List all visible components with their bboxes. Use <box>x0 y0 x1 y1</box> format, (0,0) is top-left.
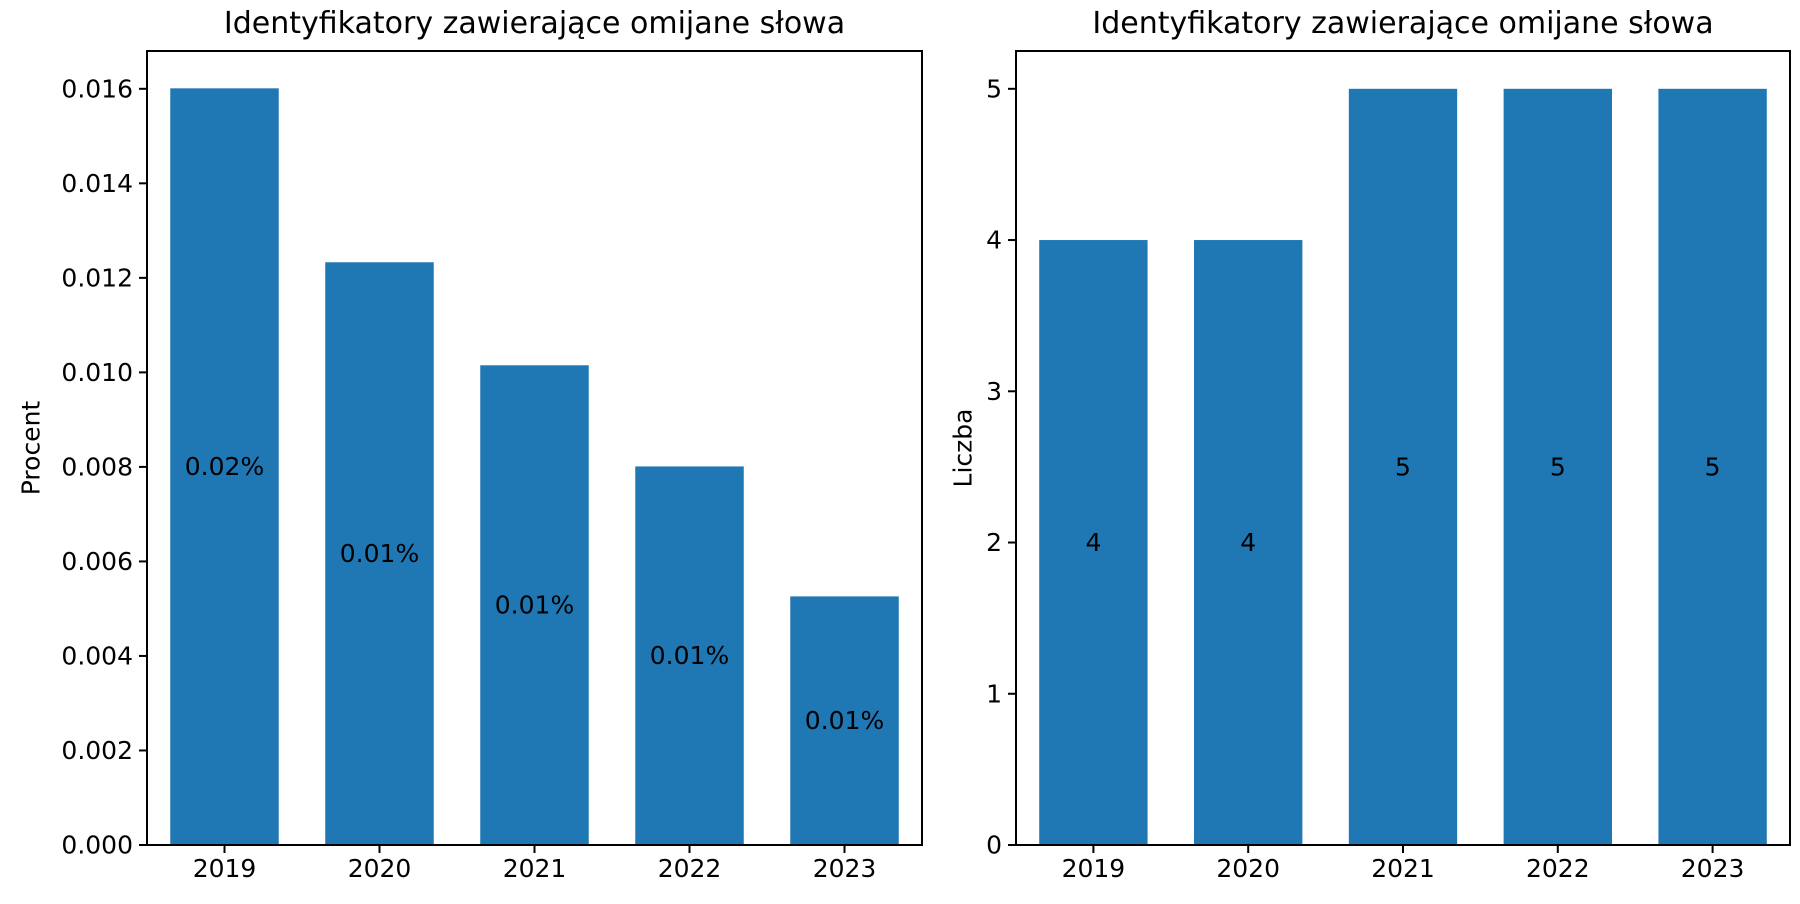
y-tick-label: 0.012 <box>61 263 133 292</box>
y-axis-label: Liczba <box>949 409 978 488</box>
chart-right: 4 4 5 5 5 0 1 2 3 4 5 2019 2020 2021 2022 2023 Identyfik… <box>949 6 1791 883</box>
bar-2022 <box>635 466 744 845</box>
bar-value-label: 5 <box>1395 452 1411 481</box>
bar-value-label: 4 <box>1240 528 1256 557</box>
bar-value-label: 0.02% <box>185 452 264 481</box>
x-tick-label: 2019 <box>1062 854 1126 883</box>
bar-value-label: 0.01% <box>805 706 884 735</box>
y-tick-label: 2 <box>986 528 1002 557</box>
x-tick-label: 2021 <box>503 854 567 883</box>
chart-title: Identyfikatory zawierające omijane słowa <box>224 6 845 41</box>
bar-2023 <box>1658 88 1767 846</box>
bar-value-label: 0.01% <box>650 641 729 670</box>
y-tick-label: 0.008 <box>61 452 133 481</box>
y-tick-label: 0.014 <box>61 169 133 198</box>
bar-2022 <box>1503 88 1612 846</box>
y-tick-label: 0 <box>986 831 1002 860</box>
bar-2019 <box>170 88 279 845</box>
y-tick-label: 5 <box>986 74 1002 103</box>
bar-2021 <box>1348 88 1458 846</box>
bar-2021 <box>480 365 589 845</box>
bar-2023 <box>790 596 899 845</box>
x-tick-label: 2022 <box>658 854 722 883</box>
x-tick-label: 2023 <box>813 854 877 883</box>
bar-2019 <box>1039 240 1148 846</box>
x-tick-label: 2022 <box>1526 854 1590 883</box>
y-tick-label: 3 <box>986 377 1002 406</box>
y-tick-label: 0.010 <box>61 358 133 387</box>
chart-left: 0.02% 0.01% 0.01% 0.01% 0.01% 0.000 0.002 0.004… <box>17 6 923 883</box>
x-tick-label: 2021 <box>1371 854 1435 883</box>
y-tick-label: 0.006 <box>61 547 133 576</box>
y-tick-label: 0.004 <box>61 641 133 670</box>
bar-value-label: 4 <box>1085 528 1101 557</box>
x-tick-label: 2020 <box>348 854 412 883</box>
bar-value-label: 0.01% <box>495 591 574 620</box>
x-tick-label: 2020 <box>1216 854 1280 883</box>
y-tick-label: 0.000 <box>61 831 133 860</box>
bar-value-label: 5 <box>1550 452 1566 481</box>
bar-value-label: 5 <box>1705 452 1721 481</box>
bar-2020 <box>325 262 434 845</box>
y-tick-label: 1 <box>986 679 1002 708</box>
y-tick-label: 0.002 <box>61 736 133 765</box>
bar-2020 <box>1194 240 1303 846</box>
y-axis-label: Procent <box>17 401 46 496</box>
x-tick-label: 2023 <box>1681 854 1745 883</box>
y-tick-label: 0.016 <box>61 74 133 103</box>
y-tick-label: 4 <box>986 226 1002 255</box>
chart-title: Identyfikatory zawierające omijane słowa <box>1092 6 1713 41</box>
x-tick-label: 2019 <box>193 854 257 883</box>
bar-value-label: 0.01% <box>340 539 419 568</box>
